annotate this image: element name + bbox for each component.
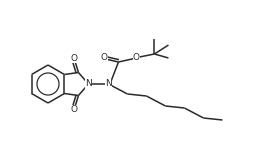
Text: N: N xyxy=(105,79,112,89)
Text: O: O xyxy=(71,105,78,114)
Text: O: O xyxy=(133,53,140,62)
Text: N: N xyxy=(85,79,92,89)
Text: O: O xyxy=(71,54,78,63)
Text: O: O xyxy=(101,53,108,62)
